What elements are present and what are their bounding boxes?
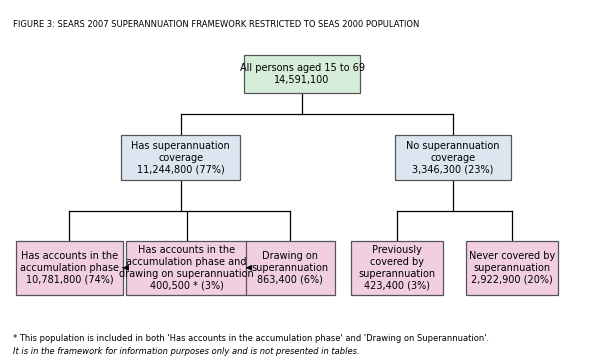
Text: * This population is included in both 'Has accounts in the accumulation phase' a: * This population is included in both 'H…: [13, 334, 489, 343]
Text: Has accounts in the
accumulation phase and
drawing on superannuation
400,500 * (: Has accounts in the accumulation phase a…: [119, 245, 254, 290]
Text: Drawing on
superannuation
863,400 (6%): Drawing on superannuation 863,400 (6%): [252, 251, 329, 284]
FancyBboxPatch shape: [126, 241, 247, 295]
Text: It is in the framework for information purposes only and is not presented in tab: It is in the framework for information p…: [13, 347, 360, 356]
FancyBboxPatch shape: [246, 241, 335, 295]
FancyBboxPatch shape: [466, 241, 558, 295]
FancyBboxPatch shape: [351, 241, 443, 295]
FancyBboxPatch shape: [121, 135, 240, 181]
Text: Has superannuation
coverage
11,244,800 (77%): Has superannuation coverage 11,244,800 (…: [131, 141, 230, 174]
FancyBboxPatch shape: [244, 55, 360, 93]
Text: Previously
covered by
superannuation
423,400 (3%): Previously covered by superannuation 423…: [358, 245, 435, 290]
Text: FIGURE 3: SEARS 2007 SUPERANNUATION FRAMEWORK RESTRICTED TO SEAS 2000 POPULATION: FIGURE 3: SEARS 2007 SUPERANNUATION FRAM…: [13, 20, 420, 29]
FancyBboxPatch shape: [395, 135, 510, 181]
Text: All persons aged 15 to 69
14,591,100: All persons aged 15 to 69 14,591,100: [240, 63, 364, 84]
Text: No superannuation
coverage
3,346,300 (23%): No superannuation coverage 3,346,300 (23…: [406, 141, 500, 174]
Text: Has accounts in the
accumulation phase
10,781,800 (74%): Has accounts in the accumulation phase 1…: [20, 251, 119, 284]
Text: Never covered by
superannuation
2,922,900 (20%): Never covered by superannuation 2,922,90…: [469, 251, 555, 284]
FancyBboxPatch shape: [16, 241, 123, 295]
